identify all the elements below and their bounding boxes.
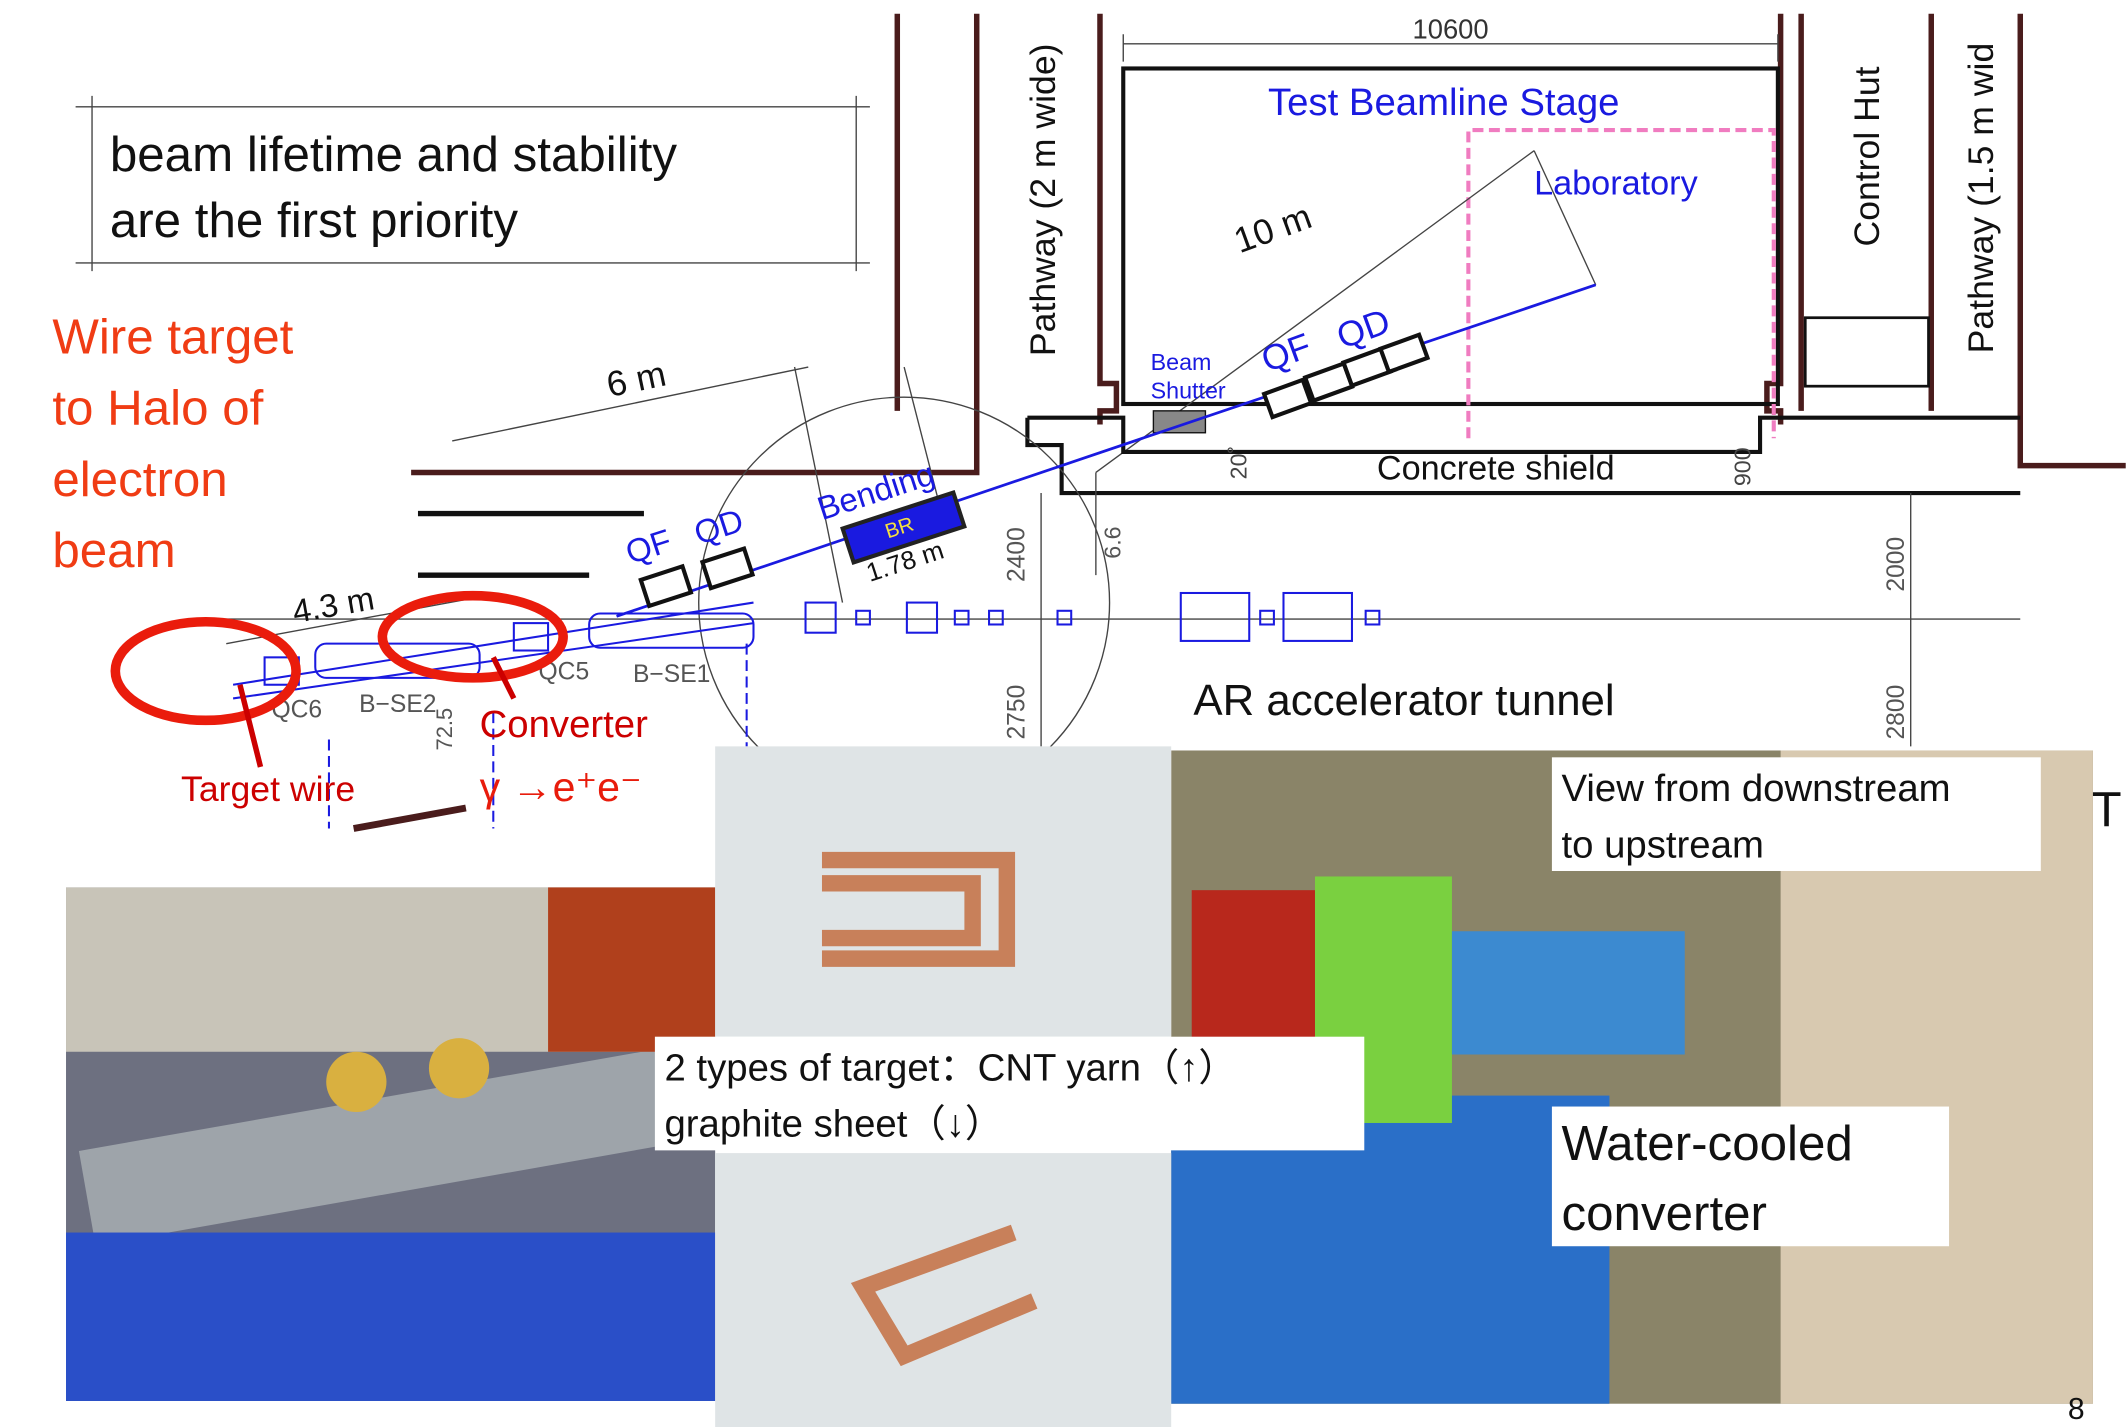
shutter-label: Beam bbox=[1151, 349, 1212, 375]
element-label: B−SE2 bbox=[359, 691, 436, 718]
dimension-label: 2750 bbox=[1004, 685, 1031, 740]
shield-label: Concrete shield bbox=[1377, 449, 1615, 487]
converter-label: Converter bbox=[480, 703, 649, 746]
target-wire-label: Target wire bbox=[181, 769, 355, 809]
beam-shutter bbox=[1153, 411, 1205, 433]
dimension-label: 2000 bbox=[1883, 537, 1910, 592]
element-label: B−SE1 bbox=[633, 661, 710, 688]
dimension-label: 10600 bbox=[1413, 13, 1489, 44]
photo-beamline bbox=[1452, 931, 1685, 1054]
laboratory-label: Laboratory bbox=[1534, 164, 1698, 202]
photo-part bbox=[429, 1038, 489, 1098]
note-line: Wire target bbox=[52, 309, 293, 364]
caption-line: graphite sheet（↓） bbox=[664, 1103, 1003, 1146]
shutter-label: Shutter bbox=[1151, 378, 1226, 404]
slide: beam lifetime and stability are the firs… bbox=[0, 0, 2126, 1427]
photo-stand bbox=[66, 1233, 715, 1401]
reaction-label: γ →e⁺e⁻ bbox=[480, 764, 642, 810]
dimension-label: 72.5 bbox=[432, 708, 457, 751]
caption-line: Water-cooled bbox=[1561, 1116, 1852, 1171]
edge-letter: T bbox=[2091, 782, 2121, 837]
note-line: beam lifetime and stability bbox=[110, 127, 678, 182]
dimension-label: 2400 bbox=[1004, 527, 1031, 582]
page: {"note": ["beam lifetime and stability",… bbox=[0, 0, 2126, 1427]
pathway-label: Pathway (2 m wide) bbox=[1023, 44, 1063, 357]
note-line: to Halo of bbox=[52, 381, 263, 436]
photo-left bbox=[66, 887, 716, 1401]
photo-part bbox=[326, 1052, 386, 1112]
note-line: beam bbox=[52, 523, 175, 578]
dimension-label: 6.6 bbox=[1100, 526, 1126, 558]
photo-magnet bbox=[548, 887, 715, 1051]
caption-line: to upstream bbox=[1561, 823, 1763, 866]
angle-label: 20˚ bbox=[1226, 446, 1252, 480]
page-number: 8 bbox=[2068, 1393, 2085, 1426]
dimension-label: 2800 bbox=[1883, 685, 1910, 740]
stage-label: Test Beamline Stage bbox=[1268, 81, 1620, 124]
note-line: electron bbox=[52, 452, 227, 507]
body: beam lifetime and stability are the firs… bbox=[0, 0, 2126, 1427]
photo-background bbox=[715, 1153, 1171, 1427]
caption-line: converter bbox=[1561, 1186, 1767, 1241]
dimension-label: 900 bbox=[1729, 447, 1755, 486]
control-hut-label: Control Hut bbox=[1847, 66, 1887, 246]
caption-line: 2 types of target：CNT yarn（↑） bbox=[664, 1047, 1236, 1090]
caption-line: View from downstream bbox=[1561, 767, 1950, 810]
tunnel-label: AR accelerator tunnel bbox=[1193, 676, 1614, 725]
pathway-label: Pathway (1.5 m wid bbox=[1961, 43, 2001, 354]
note-line: are the first priority bbox=[110, 193, 519, 248]
